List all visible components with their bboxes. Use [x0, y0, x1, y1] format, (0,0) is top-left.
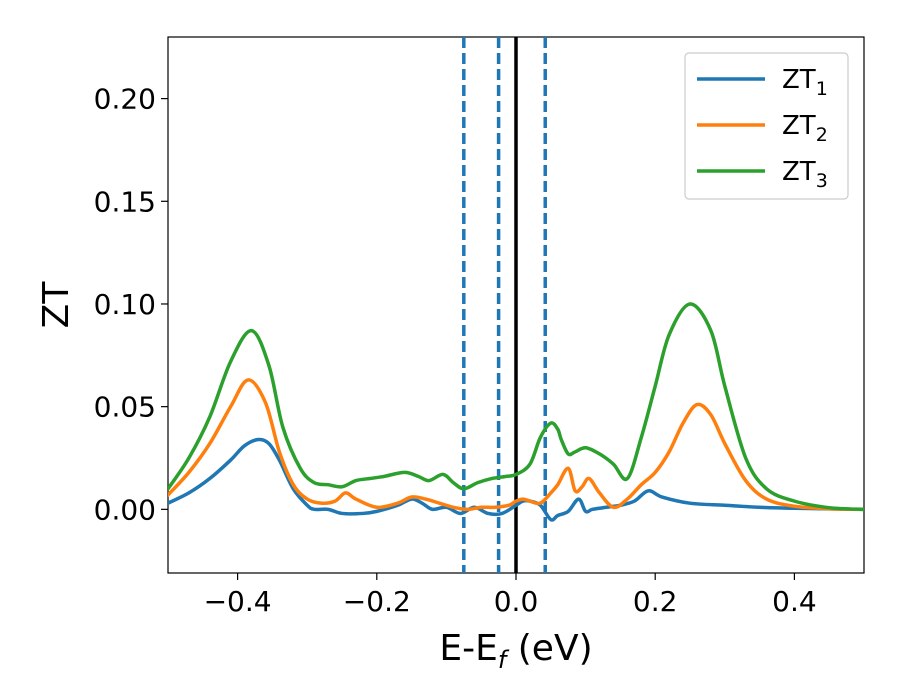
x-tick-label: 0.4: [772, 585, 817, 618]
y-tick-label: 0.20: [94, 83, 156, 116]
y-tick-label: 0.00: [94, 493, 156, 526]
x-axis-title: E-Ef (eV): [439, 628, 592, 674]
legend-label-zt3: ZT3: [782, 157, 828, 192]
series-line-zt2: [168, 378, 864, 512]
x-tick-label: −0.4: [204, 585, 272, 618]
x-axis-ticks: −0.4 −0.2 0.0 0.2 0.4: [204, 573, 817, 618]
series-lines: [168, 302, 864, 522]
x-tick-label: 0.0: [494, 585, 539, 618]
y-tick-label: 0.05: [94, 391, 156, 424]
x-tick-label: 0.2: [633, 585, 678, 618]
legend: ZT1 ZT2 ZT3: [684, 52, 849, 200]
y-tick-label: 0.15: [94, 185, 156, 218]
y-tick-label: 0.10: [94, 288, 156, 321]
x-tick-label: −0.2: [343, 585, 411, 618]
y-axis-ticks: 0.00 0.05 0.10 0.15 0.20: [94, 83, 168, 526]
series-line-zt1: [168, 437, 864, 522]
legend-box: [684, 52, 849, 200]
legend-label-zt2: ZT2: [782, 111, 828, 146]
y-axis-title: ZT: [36, 281, 77, 329]
series-line-zt3: [168, 302, 864, 512]
x-axis-title-main: E-E: [439, 628, 497, 669]
x-axis-title-unit: (eV): [506, 628, 592, 669]
legend-label-zt1: ZT1: [782, 65, 828, 100]
reference-lines: [462, 37, 547, 573]
